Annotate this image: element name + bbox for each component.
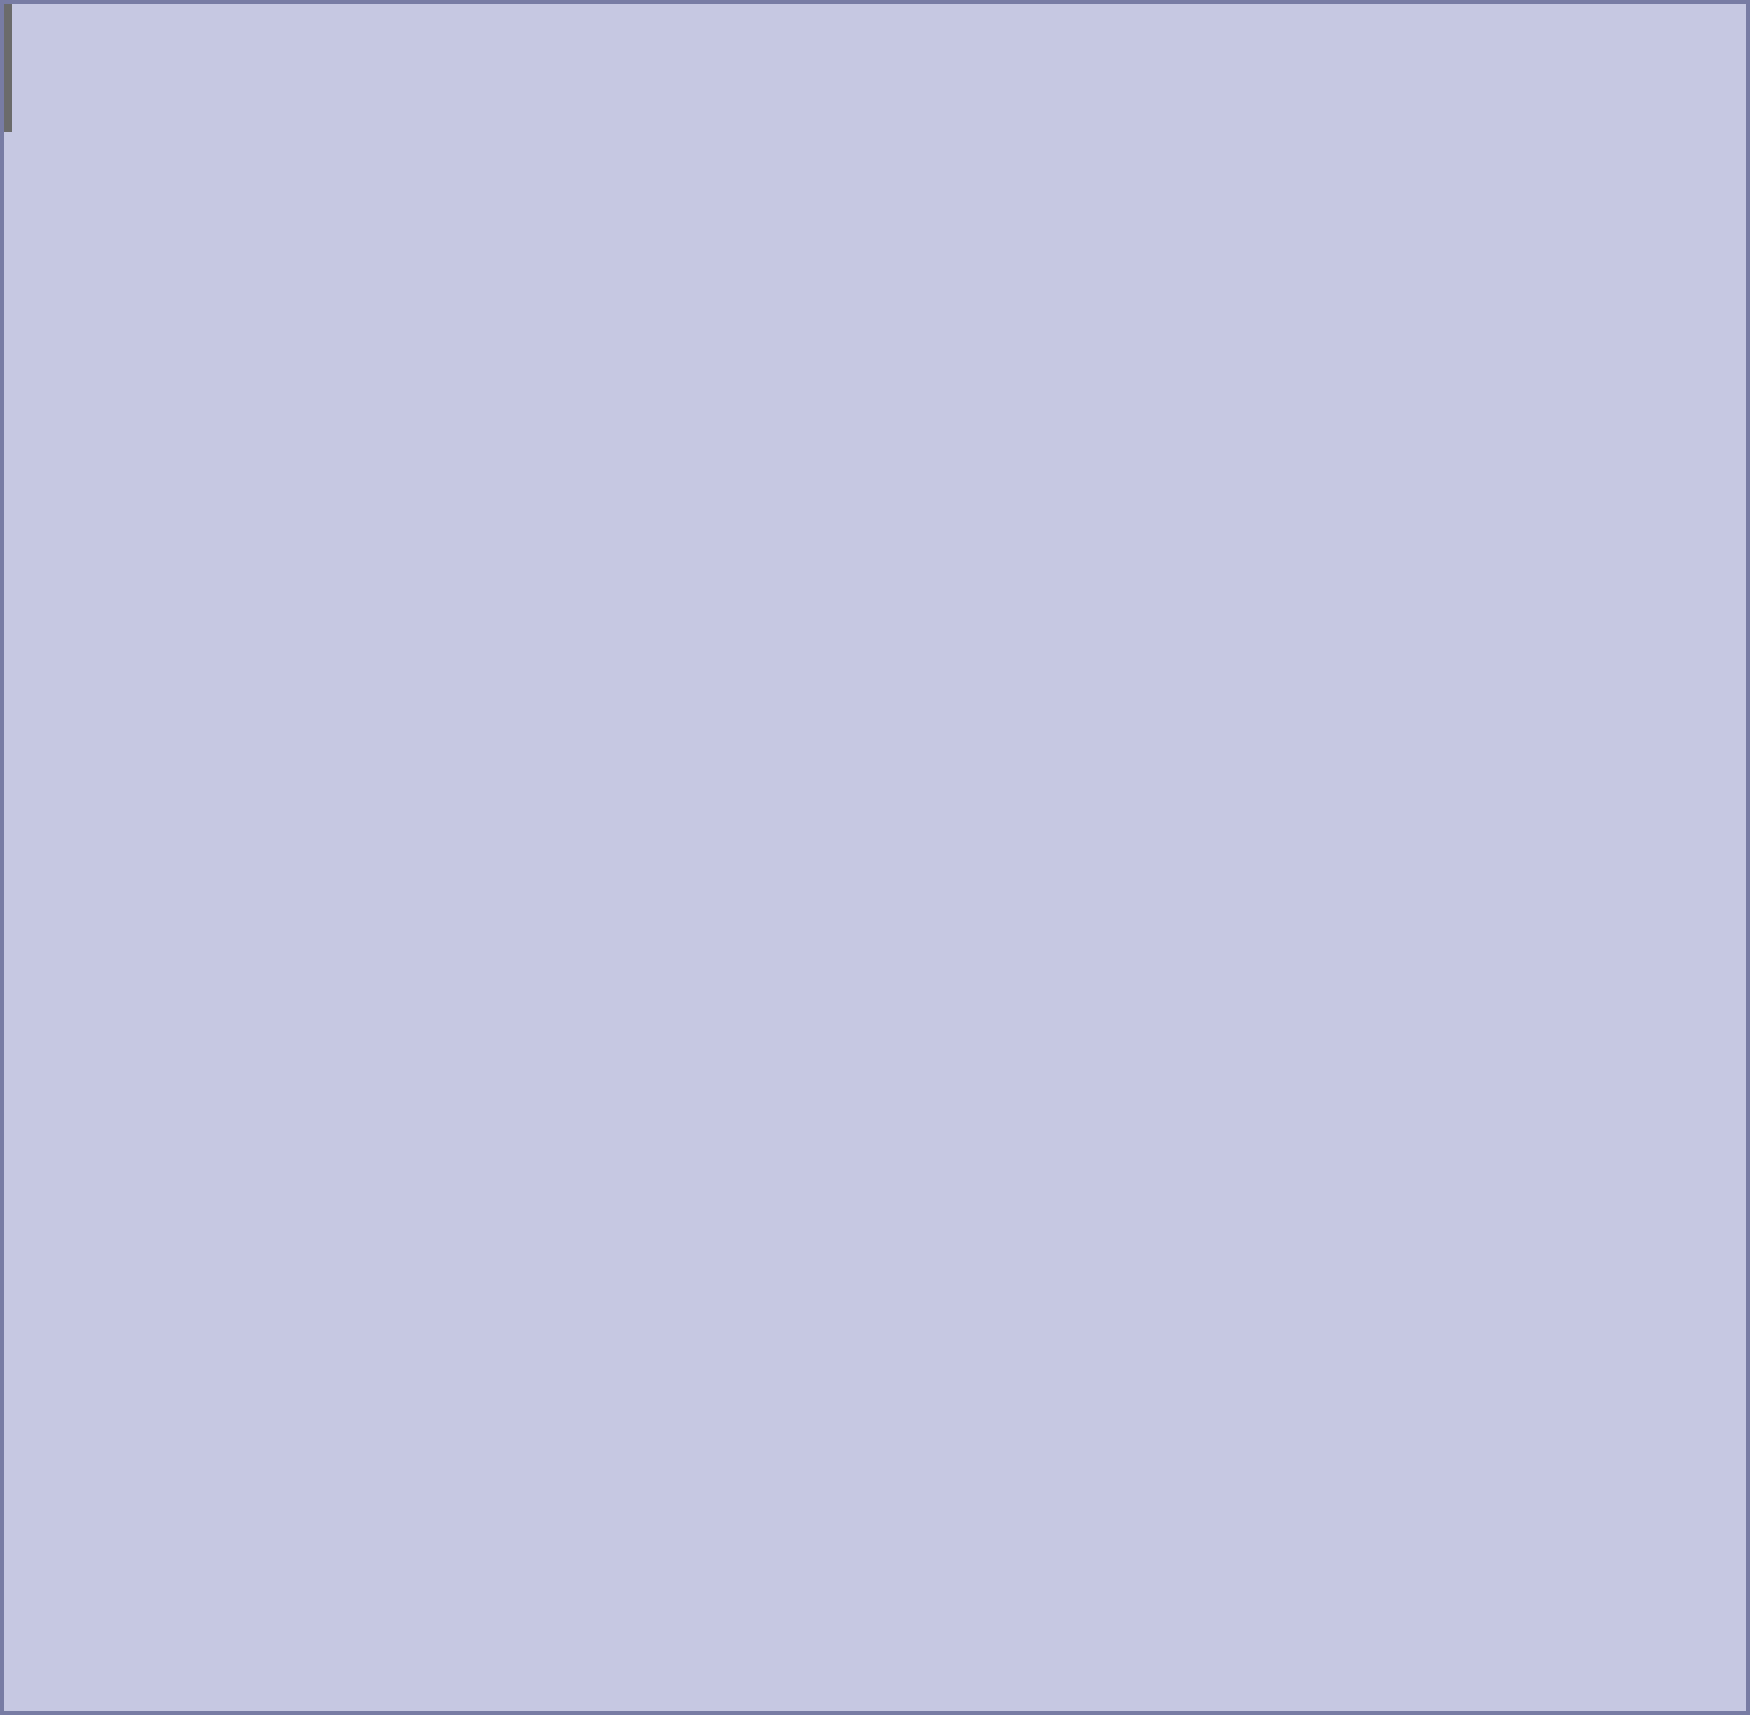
network-layer (4, 4, 1746, 1711)
legend-box (4, 4, 12, 132)
